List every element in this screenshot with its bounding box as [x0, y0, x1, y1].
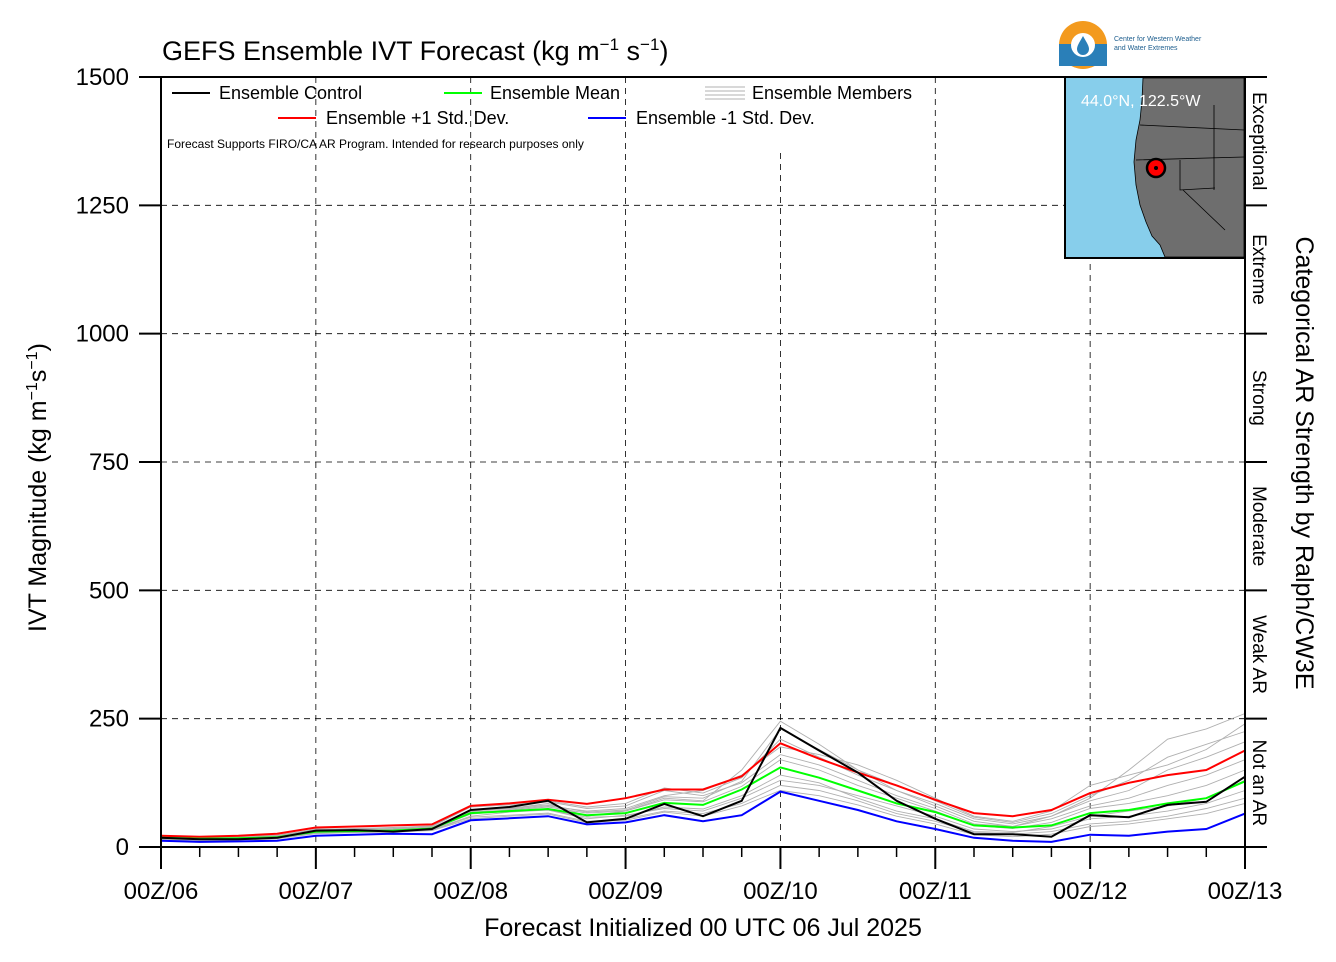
x-tick-label: 00Z/09: [588, 878, 663, 905]
x-tick-label: 00Z/13: [1208, 878, 1283, 905]
y-label-exp1: −1: [24, 382, 41, 400]
legend-members-label: Ensemble Members: [752, 83, 912, 103]
title-exp1: −1: [600, 35, 619, 54]
y-tick-labels: 0 250 500 750 1000 1250 1500: [76, 64, 129, 861]
x-tick-label: 00Z/06: [124, 878, 199, 905]
logo-drop-icon: [1077, 36, 1089, 55]
legend-plus-std-label: Ensemble +1 Std. Dev.: [326, 108, 509, 128]
x-tick-label: 00Z/12: [1053, 878, 1128, 905]
y-label-suffix: ): [24, 343, 52, 351]
series-lines: [160, 726, 1246, 843]
category-labels: Not an AR Weak AR Moderate Strong Extreme Exc…: [1248, 92, 1269, 826]
location-dot-icon: [1154, 166, 1158, 170]
grid-lines: [161, 77, 1245, 847]
category-label: Extreme: [1248, 234, 1269, 305]
category-label: Strong: [1248, 370, 1269, 426]
y-tick-label: 1250: [76, 192, 129, 219]
right-axis-title: Categorical AR Strength by Ralph/CW3E: [1290, 237, 1318, 690]
title-mid: s: [619, 36, 640, 66]
logo-line1: Center for Western Weather: [1114, 36, 1202, 43]
plus-std-line: [160, 742, 1246, 838]
title-prefix: GEFS Ensemble IVT Forecast (kg m: [162, 36, 600, 66]
category-label: Moderate: [1248, 486, 1269, 566]
x-tick-label: 00Z/10: [743, 878, 818, 905]
disclaimer-note: Forecast Supports FIRO/CA AR Program. In…: [167, 137, 584, 151]
title-suffix: ): [659, 36, 668, 66]
y-tick-label: 500: [89, 577, 129, 604]
y-tick-label: 1000: [76, 321, 129, 348]
category-label: Not an AR: [1248, 740, 1269, 827]
title-exp2: −1: [640, 35, 659, 54]
y-label-prefix: IVT Magnitude (kg m: [24, 400, 52, 632]
minus-std-line: [160, 790, 1246, 843]
y-tick-label: 0: [116, 834, 129, 861]
category-label: Exceptional: [1248, 92, 1269, 190]
legend-control-label: Ensemble Control: [219, 83, 362, 103]
ensemble-member-line: [160, 738, 1246, 838]
y-label-mid: s: [24, 370, 52, 383]
y-tick-label: 250: [89, 706, 129, 733]
x-tick-label: 00Z/08: [433, 878, 508, 905]
y-tick-label: 1500: [76, 64, 129, 91]
x-tick-label: 00Z/11: [899, 878, 972, 905]
inset-map: 44.0°N, 122.5°W: [1064, 76, 1246, 259]
y-tick-label: 750: [89, 449, 129, 476]
inset-land: [1133, 77, 1245, 258]
legend-members-swatch: [705, 86, 745, 100]
x-tick-label: 00Z/07: [278, 878, 353, 905]
control-line: [160, 726, 1246, 841]
inset-state-borders: [1135, 105, 1245, 231]
chart-title: GEFS Ensemble IVT Forecast (kg m−1 s−1): [162, 35, 668, 66]
inset-location-label: 44.0°N, 122.5°W: [1081, 93, 1201, 110]
y-axis-title: IVT Magnitude (kg m−1s−1): [24, 343, 52, 632]
legend: Ensemble Control Ensemble Mean Ensemble …: [167, 83, 912, 151]
x-tick-labels: 00Z/06 00Z/07 00Z/08 00Z/09 00Z/10 00Z/11 00Z/…: [124, 878, 1283, 905]
legend-minus-std-label: Ensemble -1 Std. Dev.: [636, 108, 815, 128]
category-label: Weak AR: [1248, 615, 1269, 694]
legend-mean-label: Ensemble Mean: [490, 83, 620, 103]
logo-line2: and Water Extremes: [1114, 45, 1178, 52]
y-label-exp2: −1: [24, 351, 41, 369]
x-axis-title: Forecast Initialized 00 UTC 06 Jul 2025: [484, 914, 922, 942]
cw3e-logo: Center for Western Weather and Water Ext…: [1059, 21, 1202, 69]
